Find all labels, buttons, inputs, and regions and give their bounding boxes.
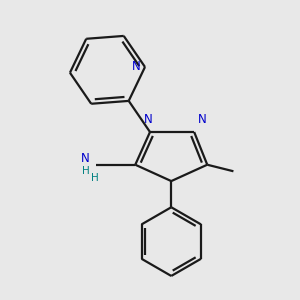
Text: N: N (132, 61, 141, 74)
Text: N: N (144, 113, 153, 126)
Text: N: N (198, 113, 207, 126)
Text: N: N (81, 152, 89, 165)
Text: H: H (82, 166, 89, 176)
Text: H: H (91, 173, 99, 184)
